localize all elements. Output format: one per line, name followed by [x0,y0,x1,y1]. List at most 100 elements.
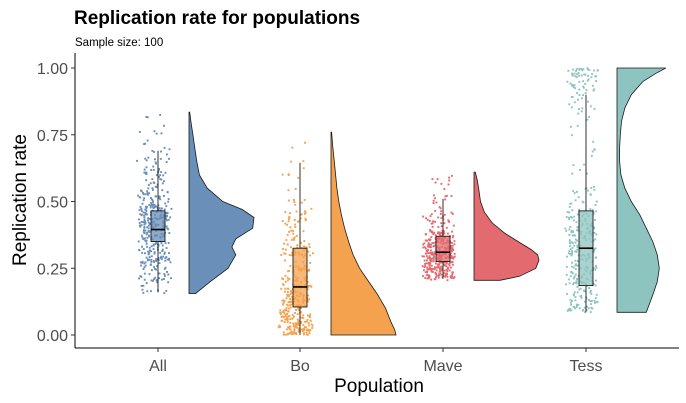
data-point [300,246,303,249]
data-point [143,225,146,228]
data-point [161,207,163,210]
data-point [439,272,442,275]
data-point [428,261,430,264]
data-point [293,324,296,327]
data-point [166,191,169,194]
data-point [144,142,147,145]
data-point [582,94,584,96]
data-point [595,266,598,269]
data-point [586,67,589,70]
data-point [451,249,453,252]
data-point [152,207,155,209]
data-point [158,272,161,275]
data-point [578,307,581,310]
data-point [572,305,575,308]
data-point [159,251,162,254]
data-point [166,258,169,261]
data-point [452,224,455,227]
data-point [570,241,573,244]
data-point [151,199,154,202]
data-point [146,213,149,216]
data-point [434,244,437,247]
data-point [156,281,159,284]
data-point [164,202,167,205]
data-point [437,275,440,277]
data-point [284,333,287,336]
data-point [159,114,162,116]
data-point [309,284,312,287]
data-point [576,92,578,94]
data-point [568,228,571,231]
data-point [289,331,292,334]
data-point [434,251,436,254]
y-tick-label: 0.00 [37,328,68,345]
data-point [444,195,447,198]
data-point [568,103,571,106]
data-point [297,320,300,322]
data-point [281,311,284,313]
data-point [440,269,443,272]
data-point [284,274,287,277]
data-point [453,255,456,258]
data-point [146,290,149,293]
data-point [452,257,455,260]
data-point [151,178,154,181]
data-point [159,209,162,212]
data-point [163,292,166,295]
data-point [425,262,428,265]
data-point [304,210,306,213]
data-point [305,219,307,221]
data-point [305,333,308,336]
data-point [286,319,289,321]
data-point [570,303,573,306]
data-point [578,108,580,110]
data-point [435,201,438,204]
data-point [569,298,572,301]
data-point [433,253,435,256]
data-point [153,151,155,153]
data-point [593,107,596,110]
data-point [577,72,580,74]
data-point [422,243,425,246]
data-point [450,256,453,259]
data-point [147,258,149,261]
data-point [566,211,569,213]
data-point [429,229,431,231]
data-point [448,179,451,182]
data-point [290,301,292,303]
data-point [431,222,434,225]
data-point [421,255,424,258]
data-point [572,86,575,88]
x-tick-label: All [149,358,167,375]
data-point [568,239,571,242]
data-point [302,245,305,248]
data-point [147,219,149,222]
data-point [155,258,158,261]
data-point [165,215,168,218]
data-point [576,73,578,76]
data-point [147,156,150,159]
data-point [307,250,310,253]
chart-title: Replication rate for populations [74,8,360,29]
data-point [150,255,153,258]
data-point [581,309,584,312]
data-point [304,212,306,215]
data-point [158,277,160,280]
data-point [439,207,442,210]
data-point [141,234,143,237]
data-point [307,285,310,287]
data-point [147,221,150,224]
data-point [162,174,165,177]
data-point [571,265,573,268]
data-point [584,300,586,303]
data-point [148,273,151,275]
data-point [569,82,572,85]
data-point [143,171,146,174]
data-point [434,267,437,270]
density-cloud [616,67,666,313]
data-point [422,215,425,218]
data-point [152,243,155,246]
data-point [155,242,157,244]
data-point [140,276,143,278]
data-point [434,278,437,281]
